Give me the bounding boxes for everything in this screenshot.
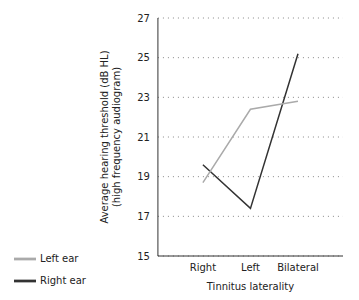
svg-text:Left: Left — [241, 262, 260, 273]
svg-text:19: 19 — [137, 171, 150, 182]
svg-text:27: 27 — [137, 13, 150, 24]
svg-text:Tinnitus laterality: Tinnitus laterality — [206, 281, 294, 292]
svg-text:Bilateral: Bilateral — [277, 262, 319, 273]
svg-text:23: 23 — [137, 92, 150, 103]
svg-text:25: 25 — [137, 52, 150, 63]
svg-text:Average hearing threshold (dB: Average hearing threshold (dB HL)(high f… — [99, 50, 122, 223]
html-text:Left ear: Left ear — [40, 253, 79, 264]
svg-text:21: 21 — [137, 132, 150, 143]
svg-text:17: 17 — [137, 211, 150, 222]
svg-text:15: 15 — [137, 251, 150, 262]
html-text:Right ear: Right ear — [40, 275, 86, 286]
svg-text:Right: Right — [190, 262, 216, 273]
